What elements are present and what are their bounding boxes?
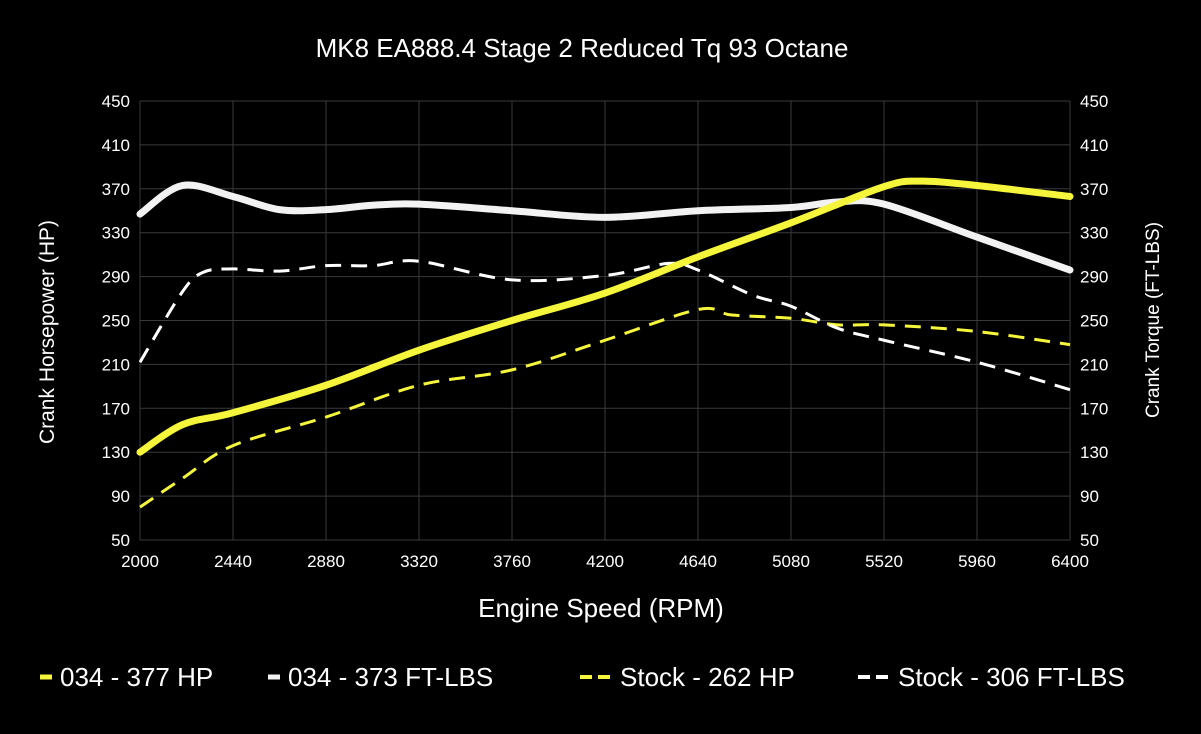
y2-tick-label: 130 xyxy=(1080,443,1108,462)
x-tick-label: 2440 xyxy=(214,552,252,571)
series-line-3 xyxy=(138,259,1071,392)
y2-axis-label: Crank Torque (FT-LBS) xyxy=(1143,222,1164,418)
y-tick-label: 90 xyxy=(111,487,130,506)
legend-label-2: Stock - 262 HP xyxy=(620,662,795,692)
y2-tick-label: 450 xyxy=(1080,92,1108,111)
x-tick-label: 6400 xyxy=(1051,552,1089,571)
x-tick-label: 2880 xyxy=(307,552,345,571)
y-tick-label: 290 xyxy=(102,268,130,287)
grid xyxy=(139,100,1071,541)
legend-label-1: 034 - 373 FT-LBS xyxy=(288,662,493,692)
x-tick-label: 4200 xyxy=(586,552,624,571)
y2-tick-label: 410 xyxy=(1080,136,1108,155)
series-line-0 xyxy=(136,177,1074,456)
y-tick-label: 370 xyxy=(102,180,130,199)
x-tick-label: 5080 xyxy=(772,552,810,571)
y-tick-label: 170 xyxy=(102,399,130,418)
y2-tick-label: 250 xyxy=(1080,312,1108,331)
y-tick-label: 130 xyxy=(102,443,130,462)
legend-label-3: Stock - 306 FT-LBS xyxy=(898,662,1125,692)
y-axis-label: Crank Horsepower (HP) xyxy=(36,220,59,444)
y2-tick-label: 170 xyxy=(1080,399,1108,418)
legend: 034 - 377 HP 034 - 373 FT-LBS Stock - 262 … xyxy=(40,662,1125,692)
chart-title: MK8 EA888.4 Stage 2 Reduced Tq 93 Octane xyxy=(316,33,849,63)
y2-tick-label: 330 xyxy=(1080,224,1108,243)
y-tick-label: 50 xyxy=(111,531,130,550)
y2-tick-label: 90 xyxy=(1080,487,1099,506)
x-tick-label: 5520 xyxy=(865,552,903,571)
x-tick-label: 4640 xyxy=(679,552,717,571)
y-tick-label: 250 xyxy=(102,312,130,331)
tick-labels: 2000 2440 2880 3320 3760 4200 4640 5080 5520 5960… xyxy=(102,92,1109,571)
series-line-1 xyxy=(136,181,1074,274)
x-tick-label: 3320 xyxy=(400,552,438,571)
series-lines xyxy=(136,177,1074,509)
legend-label-0: 034 - 377 HP xyxy=(60,662,213,692)
x-tick-label: 2000 xyxy=(121,552,159,571)
y2-tick-label: 50 xyxy=(1080,531,1099,550)
y-tick-label: 330 xyxy=(102,224,130,243)
x-axis-label: Engine Speed (RPM) xyxy=(478,593,724,623)
y2-tick-label: 370 xyxy=(1080,180,1108,199)
y2-tick-label: 210 xyxy=(1080,355,1108,374)
y-tick-label: 450 xyxy=(102,92,130,111)
y-tick-label: 410 xyxy=(102,136,130,155)
y-tick-label: 210 xyxy=(102,355,130,374)
y2-tick-label: 290 xyxy=(1080,268,1108,287)
series-line-2 xyxy=(139,306,1071,509)
x-tick-label: 5960 xyxy=(958,552,996,571)
x-tick-label: 3760 xyxy=(493,552,531,571)
